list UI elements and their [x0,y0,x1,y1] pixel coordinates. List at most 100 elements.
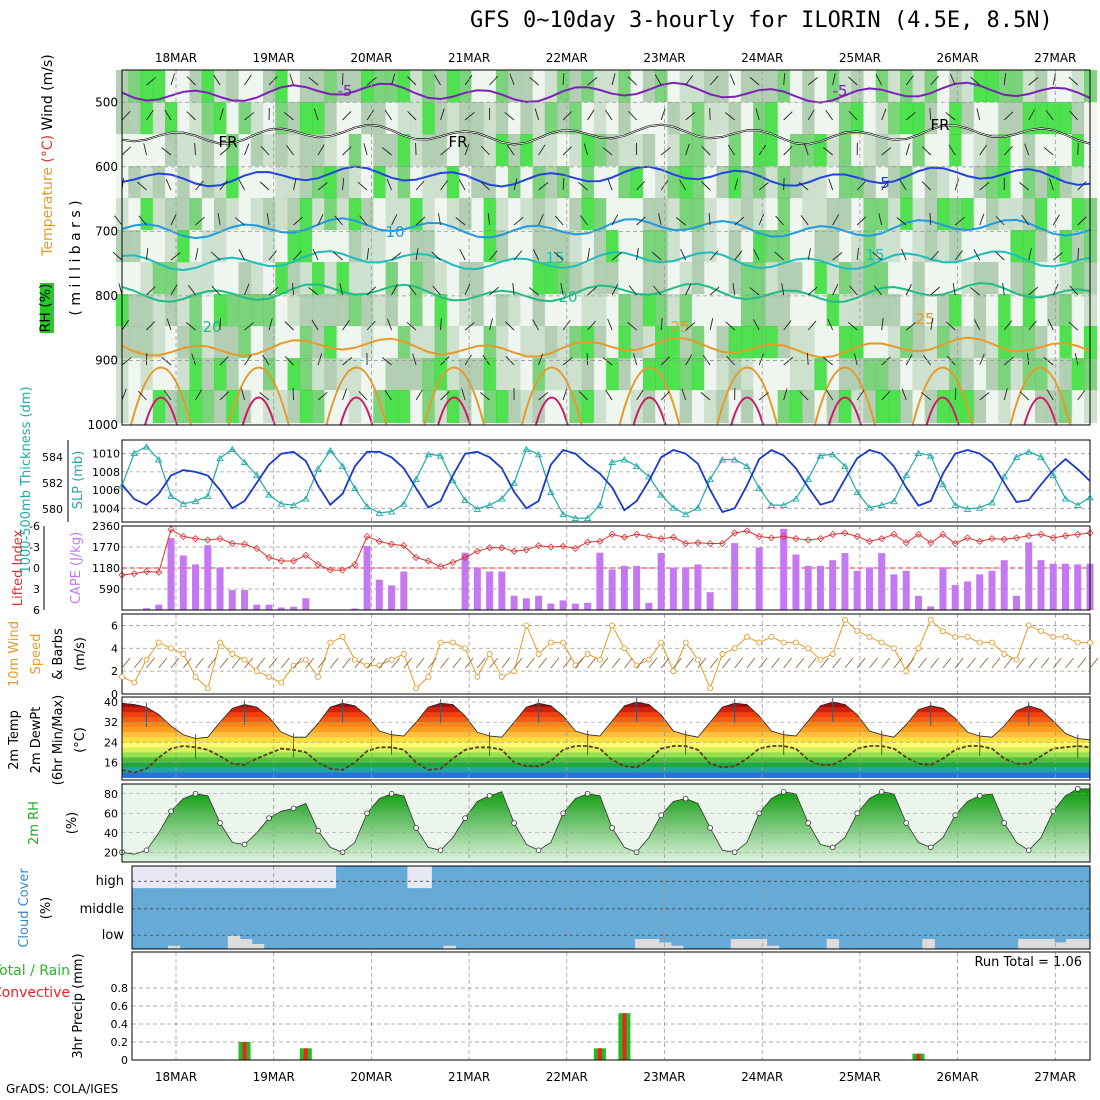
rh-cell [1071,230,1085,263]
wind-speed-point [768,633,775,640]
cape-bar [657,553,665,610]
cloud-low-cell [766,945,780,949]
rh-cell [140,198,154,231]
rh-cell [459,70,473,103]
cape-frame [121,525,1091,611]
surface-wind-barb [1003,657,1013,669]
lifted-index-point [498,544,506,552]
rh-point [707,825,713,831]
rh-cell [985,230,999,263]
rh-cell [618,102,632,135]
wind-barb [804,143,809,156]
wind-barb [734,250,743,261]
temperature-contour-loop [437,396,472,426]
rh-cell [936,230,950,263]
thickness-point [865,504,874,511]
rh-cell [422,262,436,295]
wind-speed-point [168,645,174,652]
rh-cell [336,390,350,423]
contour-label: 15 [545,249,564,267]
thickness-point [154,456,163,463]
rh-cell [642,294,656,327]
lifted-index-point [314,560,322,569]
rh-cell [581,198,595,231]
wind-barb [921,146,932,156]
rh-cell [679,390,693,423]
rh-cell [851,262,865,295]
rh-cell [740,326,754,359]
surface-wind-barb [807,657,817,669]
wind-barb [284,321,294,331]
cape-bar [571,603,579,610]
wind-barb [512,283,515,296]
rh-cell [459,390,473,423]
rh-cell [397,198,411,231]
surface-wind-barb [538,657,547,669]
rh-cell [875,390,889,423]
rh-cell [189,358,203,391]
wind-barb [685,75,694,86]
wind-barb [342,111,352,121]
rh-cell [532,198,546,231]
cloud-clear-cell [179,866,193,889]
rh-cell [838,166,852,199]
rh-cell [875,230,889,263]
surface-wind-barb [182,657,192,669]
lifted-index-point [633,530,641,538]
date-label-top: 26MAR [937,51,979,65]
wind-barb [701,146,711,156]
surface-wind-barb [820,657,829,669]
rh-cell [263,166,277,199]
rh-cell [777,358,791,391]
rh-cell [544,262,558,295]
wind-barb [504,112,515,121]
cape-bar [584,602,592,610]
thickness-point [890,497,898,505]
wind-barb [509,73,515,86]
wind-barb [849,285,858,296]
cloud-clear-cell [143,866,157,889]
wind-speed-point [817,656,824,663]
rh-cell [985,134,999,167]
thickness-tick-label: 584 [42,451,63,464]
rh-cell [716,134,730,167]
rh-cell [459,326,473,359]
wind-barb [489,75,499,86]
rh-cell [152,262,166,295]
wind-speed-point [1025,622,1032,629]
rh-cell [789,262,803,295]
surface-wind-barb [795,657,805,669]
rh-cell [299,326,313,359]
rh-cell [201,102,215,135]
rh-cell [618,294,632,327]
rh-cell [667,166,681,199]
wind-barb [186,76,196,86]
rh-cell [373,102,387,135]
contour-label: 15 [865,246,884,264]
contour-label: 25 [670,318,689,336]
wind-barb [1052,283,1059,296]
rh-cell [361,134,375,167]
wind-barb [825,389,834,401]
wind-barb [781,283,785,296]
wind-barb [881,179,889,191]
lifted-tick-label: 6 [33,604,40,617]
rh-cell [973,390,987,423]
cloud-clear-cell [167,866,181,889]
wind-barb [749,287,760,296]
date-label-top: 24MAR [741,51,783,65]
rh-cell [851,198,865,231]
rh-cell [1034,326,1048,359]
rh-cell [299,134,313,167]
thickness-point [767,501,776,509]
rh-cell [336,326,350,359]
rh-cell [483,198,497,231]
rh-cell [446,358,460,391]
lifted-index-point [804,536,812,544]
lifted-index-point [559,542,567,550]
lifted-index-point [204,536,212,544]
cape-axis-label: CAPE (J/kg) [69,532,84,604]
wind-speed-point [1050,633,1057,640]
rh-cell [936,70,950,103]
surface-wind-barb [893,657,903,669]
